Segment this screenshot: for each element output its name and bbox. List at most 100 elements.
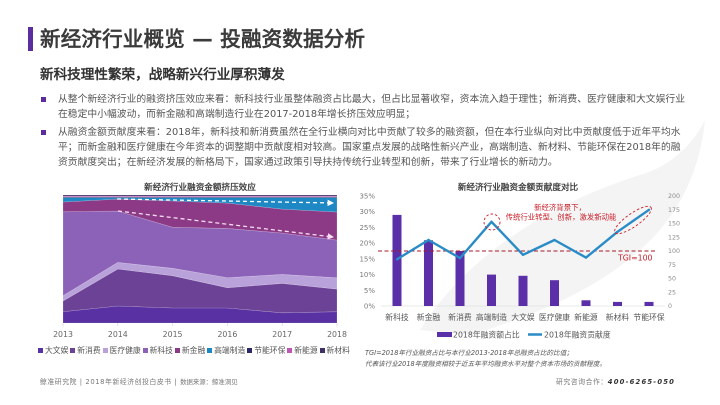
legend-label: 大文娱 [45,345,69,355]
line-point-5 [553,238,556,242]
tgi-label: TGI=100 [617,254,653,263]
tgi-reference: TGI=100 [378,250,655,263]
footer-phone: 400-6265-050 [607,378,676,386]
area-plot [62,194,338,324]
annotation-line-1: 新经济背景下， [534,203,586,212]
line-point-3 [490,220,493,223]
right-y-tick-label: 175 [668,207,680,214]
right-y-tick-label: 0 [668,303,672,310]
area-x-axis: 2013 2014 2015 2016 2017 2018 [53,323,347,339]
left-y-tick-label: 0% [364,303,375,311]
legend-label: 高端制造 [214,345,246,355]
bullet-line: 从融资金额贡献度来看：2018年，新科技和新消费虽然在全行业横向对比中贡献了较多… [58,127,681,138]
highlight-ellipse [614,205,652,235]
legend-label: 新科技 [149,345,173,355]
title-accent-bar [28,27,33,51]
line-point-8 [647,208,651,211]
bar-1 [424,240,433,306]
area-series-8 [62,194,338,197]
squeeze-arrow-top [116,198,335,207]
page-subtitle: 新科技理性繁荣，战略新兴行业厚积薄发 [40,67,285,83]
x-tick-label: 2014 [108,330,128,339]
footer-source: 鲸准研究院 | 2018年新经济创投白皮书 | 数据来源：鲸准洞见 [40,376,238,386]
line-series [395,208,651,261]
legend-item: 高端制造 [207,345,245,356]
line-point-0 [395,258,399,261]
legend-swatch-icon [247,347,253,353]
left-y-tick-label: 20% [359,240,375,248]
legend-swatch-icon [38,347,43,353]
page-title: 新经济行业概览 — 投融资数据分析 [40,27,366,51]
left-y-tick-label: 35% [359,193,375,201]
category-label: 新消费 [448,312,472,322]
line-point-2 [458,256,462,260]
legend-swatch-icon [319,347,325,353]
bar-8 [644,301,654,306]
left-y-tick-label: 5% [364,287,375,295]
legend-line-label: 2018年融资贡献度 [544,330,611,340]
x-tick-label: 2013 [53,330,73,339]
bar-4 [518,275,528,306]
legend-item: 新材料 [319,345,350,356]
right-y-tick-label: 50 [668,276,676,283]
legend-swatch-icon [287,347,293,353]
legend-label: 节能环保 [254,345,286,355]
right-y-axis: 200 175 150 125 100 75 50 25 0 [668,193,680,310]
footer-data-source: 数据来源：鲸准洞见 [180,378,238,386]
category-label: 大文娱 [511,312,535,322]
highlight-circle [483,213,501,231]
category-label: 新材料 [606,312,630,322]
legend-label: 医疗健康 [109,345,141,355]
right-y-tick-label: 75 [668,262,676,269]
footer-report: 鲸准研究院 | 2018年新经济创投白皮书 | [40,378,178,386]
x-tick-label: 2015 [163,330,183,339]
bullet-square-icon [41,97,46,102]
x-tick-label: 2016 [217,330,237,339]
legend-item: 新消费 [70,345,101,356]
left-y-tick-label: 30% [359,208,375,216]
category-label: 医疗健康 [539,312,570,322]
bullet-line: 在稳定中小幅波动，而新金融和高端制造行业在2017-2018年增长挤压效应明显； [58,109,416,120]
bar-6 [581,300,591,306]
combo-x-axis: 新科技 新金融 新消费 高端制造 大文娱 医疗健康 新能源 新材料 节能环保 [385,312,664,322]
category-label: 新科技 [385,312,409,322]
line-point-4 [521,253,525,256]
legend-swatch-icon [102,347,108,353]
left-y-axis: 35% 30% 25% 20% 15% 10% 5% 0% [359,193,375,311]
tgi-note-2: 代表该行业2018年度融资相较于近五年平均融资水平对整个资本市场的贡献程度。 [365,360,606,368]
legend-label: 新金融 [181,345,206,355]
legend-swatch-icon [174,347,180,353]
bar-3 [487,274,496,306]
combo-chart-title: 新经济行业融资金额贡献度对比 [458,181,579,193]
line-point-1 [427,238,430,242]
combo-legend: 2018年融资额占比 2018年融资贡献度 [437,330,611,340]
line-point-6 [584,256,588,259]
legend-label: 新消费 [77,345,101,355]
legend-item: 新科技 [142,345,173,356]
combo-chart: 新经济行业融资金额贡献度对比 35% 30% 25% 20% 15% 10% 5% 0% 20… [359,181,680,368]
footer-contact: 研究咨询合作：400-6265-050 [556,376,675,386]
legend-item: 医疗健康 [102,345,141,356]
legend-item: 新金融 [174,345,206,356]
x-tick-label: 2017 [272,330,292,339]
legend-swatch-icon [207,347,213,353]
legend-item: 新能源 [287,345,318,356]
right-y-tick-label: 125 [668,234,680,241]
area-chart: 新经济行业融资金额挤压效应 2013 2014 2015 2016 2017 2018 [53,181,347,339]
left-y-tick-label: 25% [359,224,375,232]
legend-label: 新材料 [326,345,350,355]
legend-swatch-icon [142,347,148,353]
bullet-text: 从整个新经济行业的融资挤压效应来看：新科技行业虽整体融资占比最大，但占比显著收窄… [58,92,690,122]
legend-item: 节能环保 [247,345,285,356]
bar-7 [613,301,622,306]
left-y-tick-label: 10% [359,271,375,279]
category-label: 高端制造 [476,312,507,322]
right-y-tick-label: 25 [668,289,676,296]
right-y-tick-label: 100 [668,248,680,255]
legend-label: 新能源 [294,345,318,355]
category-label: 节能环保 [633,312,664,322]
bullet-text: 从融资金额贡献度来看：2018年，新科技和新消费虽然在全行业横向对比中贡献了较多… [58,125,690,170]
category-label: 新金融 [417,312,441,322]
bullet-line: 平；而新金融和医疗健康在今年资本的调整期中贡献度相对较高。国家重点发展的战略性新… [58,142,681,153]
footer-contact-label: 研究咨询合作： [556,378,608,386]
